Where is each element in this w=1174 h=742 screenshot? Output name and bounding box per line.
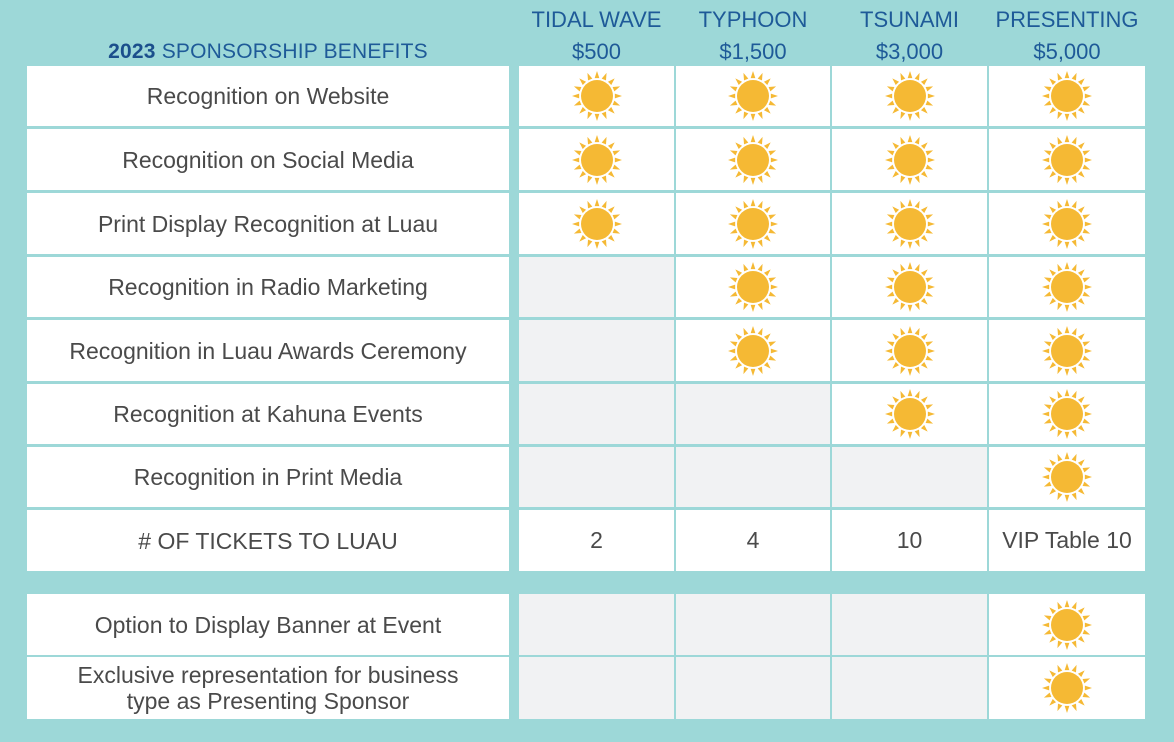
tier-price: $5,000 bbox=[1033, 39, 1101, 64]
benefit-label: Recognition in Print Media bbox=[27, 447, 509, 507]
sun-icon bbox=[1042, 389, 1092, 439]
sun-icon bbox=[1042, 71, 1092, 121]
sun-icon bbox=[728, 134, 778, 185]
benefit-included-cell bbox=[676, 66, 830, 126]
sun-icon bbox=[728, 71, 778, 121]
benefit-empty-cell bbox=[519, 257, 674, 317]
title-text: SPONSORSHIP BENEFITS bbox=[161, 40, 428, 63]
sun-icon bbox=[571, 71, 622, 121]
benefit-included-cell bbox=[989, 384, 1145, 444]
benefit-included-cell bbox=[989, 193, 1145, 254]
sun-icon bbox=[884, 262, 935, 312]
tier-name: TIDAL WAVE bbox=[531, 7, 662, 32]
benefit-empty-cell bbox=[832, 594, 987, 655]
tier-name: TSUNAMI bbox=[860, 7, 959, 32]
benefit-included-cell bbox=[832, 257, 987, 317]
benefit-label: Exclusive representation for business ty… bbox=[27, 657, 509, 719]
ticket-count-cell: 4 bbox=[676, 510, 830, 571]
table-title: 2023 SPONSORSHIP BENEFITS bbox=[27, 40, 509, 64]
tier-header-4: PRESENTING $5,000 bbox=[979, 4, 1155, 68]
sun-icon bbox=[1042, 663, 1092, 713]
sun-icon bbox=[728, 325, 778, 376]
sun-icon bbox=[571, 198, 622, 249]
benefit-included-cell bbox=[676, 257, 830, 317]
benefit-included-cell bbox=[519, 66, 674, 126]
tier-name: TYPHOON bbox=[698, 7, 808, 32]
benefit-empty-cell bbox=[832, 447, 987, 507]
benefit-included-cell bbox=[989, 594, 1145, 655]
benefit-included-cell bbox=[989, 320, 1145, 381]
benefit-included-cell bbox=[989, 657, 1145, 719]
benefit-label: Option to Display Banner at Event bbox=[27, 594, 509, 655]
benefit-included-cell bbox=[519, 193, 674, 254]
benefit-label: Recognition in Radio Marketing bbox=[27, 257, 509, 317]
benefit-empty-cell bbox=[519, 594, 674, 655]
benefit-included-cell bbox=[832, 66, 987, 126]
benefit-label: Print Display Recognition at Luau bbox=[27, 193, 509, 254]
benefit-included-cell bbox=[676, 129, 830, 190]
benefit-included-cell bbox=[832, 320, 987, 381]
sun-icon bbox=[1042, 452, 1092, 502]
benefit-empty-cell bbox=[676, 384, 830, 444]
benefit-empty-cell bbox=[519, 447, 674, 507]
benefit-included-cell bbox=[989, 129, 1145, 190]
tier-name: PRESENTING bbox=[995, 7, 1139, 32]
benefit-included-cell bbox=[832, 129, 987, 190]
benefit-empty-cell bbox=[519, 320, 674, 381]
tier-price: $3,000 bbox=[875, 39, 944, 64]
ticket-count-cell: VIP Table 10 bbox=[989, 510, 1145, 571]
benefit-empty-cell bbox=[676, 594, 830, 655]
sun-icon bbox=[1042, 198, 1092, 249]
benefit-empty-cell bbox=[676, 447, 830, 507]
benefit-empty-cell bbox=[832, 657, 987, 719]
benefit-included-cell bbox=[519, 129, 674, 190]
ticket-count-cell: 2 bbox=[519, 510, 674, 571]
benefit-label: Recognition at Kahuna Events bbox=[27, 384, 509, 444]
sun-icon bbox=[1042, 262, 1092, 312]
benefit-label: Recognition on Social Media bbox=[27, 129, 509, 190]
sun-icon bbox=[884, 325, 935, 376]
sun-icon bbox=[1042, 599, 1092, 650]
benefit-label: # OF TICKETS TO LUAU bbox=[27, 510, 509, 571]
benefit-empty-cell bbox=[519, 384, 674, 444]
sun-icon bbox=[728, 262, 778, 312]
sun-icon bbox=[884, 71, 935, 121]
benefit-label: Recognition in Luau Awards Ceremony bbox=[27, 320, 509, 381]
sun-icon bbox=[884, 198, 935, 249]
benefit-empty-cell bbox=[519, 657, 674, 719]
tier-header-2: TYPHOON $1,500 bbox=[666, 4, 840, 68]
benefit-included-cell bbox=[989, 447, 1145, 507]
sun-icon bbox=[1042, 134, 1092, 185]
ticket-count-cell: 10 bbox=[832, 510, 987, 571]
benefit-included-cell bbox=[832, 193, 987, 254]
sun-icon bbox=[884, 134, 935, 185]
benefit-label: Recognition on Website bbox=[27, 66, 509, 126]
benefit-included-cell bbox=[832, 384, 987, 444]
title-year: 2023 bbox=[108, 40, 156, 63]
sun-icon bbox=[1042, 325, 1092, 376]
sun-icon bbox=[728, 198, 778, 249]
benefit-empty-cell bbox=[676, 657, 830, 719]
benefit-included-cell bbox=[676, 193, 830, 254]
tier-price: $500 bbox=[572, 39, 621, 64]
sun-icon bbox=[571, 134, 622, 185]
tier-price: $1,500 bbox=[719, 39, 787, 64]
benefit-included-cell bbox=[989, 66, 1145, 126]
benefit-included-cell bbox=[676, 320, 830, 381]
benefit-included-cell bbox=[989, 257, 1145, 317]
sun-icon bbox=[884, 389, 935, 439]
tier-header-1: TIDAL WAVE $500 bbox=[509, 4, 684, 68]
tier-header-3: TSUNAMI $3,000 bbox=[822, 4, 997, 68]
